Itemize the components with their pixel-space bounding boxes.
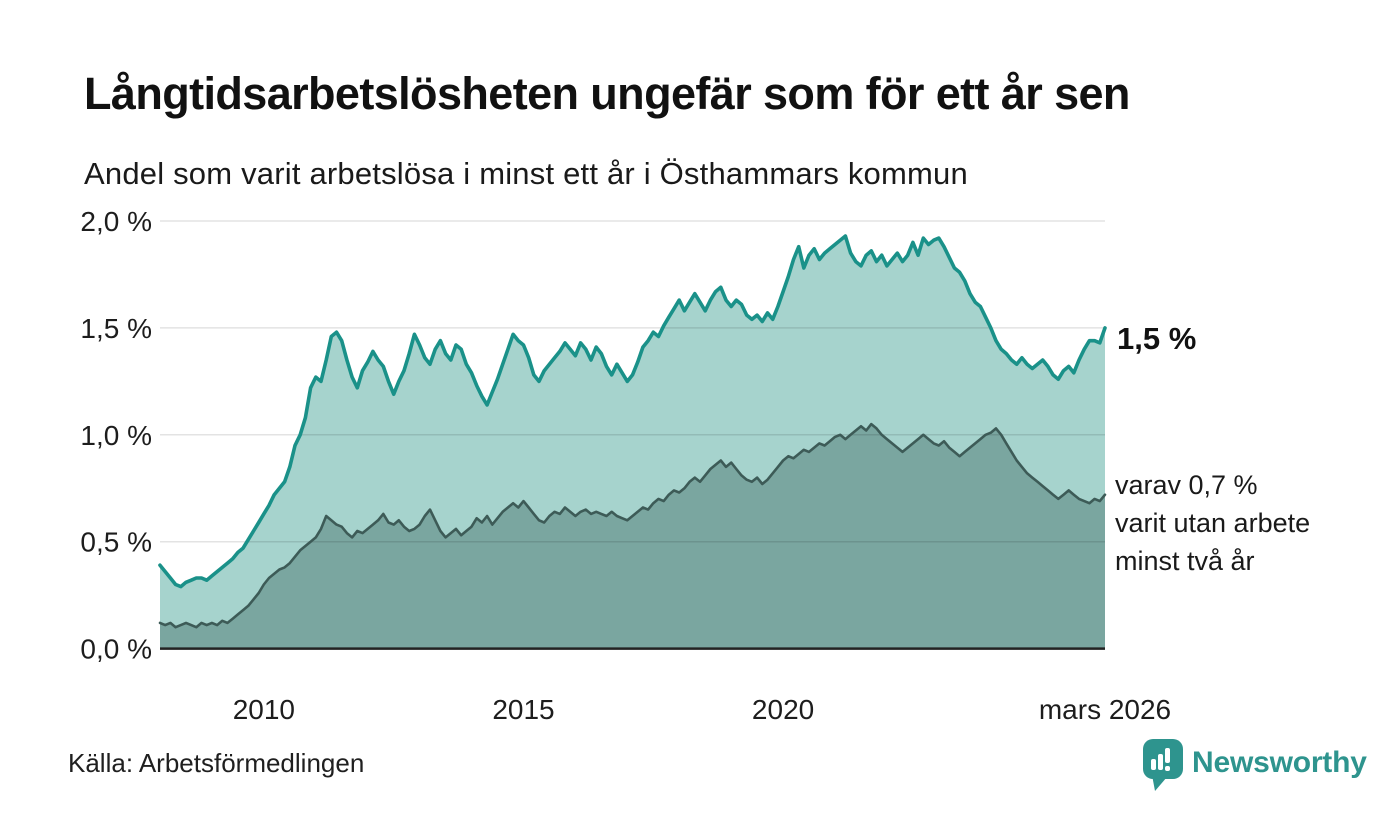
y-tick-label: 0,5 % bbox=[80, 527, 152, 558]
secondary-annotation-line: varav 0,7 % bbox=[1115, 469, 1258, 500]
y-tick-label: 1,5 % bbox=[80, 313, 152, 344]
chart-subtitle: Andel som varit arbetslösa i minst ett å… bbox=[84, 156, 968, 191]
y-tick-label: 1,0 % bbox=[80, 420, 152, 451]
y-tick-label: 2,0 % bbox=[80, 206, 152, 237]
end-value-label: 1,5 % bbox=[1117, 320, 1197, 356]
series-line-1 bbox=[158, 422, 1107, 629]
series-lines bbox=[158, 234, 1107, 629]
source-credit: Källa: Arbetsförmedlingen bbox=[68, 748, 365, 778]
gridlines bbox=[160, 220, 1105, 543]
x-tick-label: 2020 bbox=[752, 694, 814, 725]
x-tick-label: 2010 bbox=[233, 694, 295, 725]
secondary-annotation-line: varit utan arbete bbox=[1115, 507, 1311, 538]
series-line-0 bbox=[158, 234, 1107, 589]
y-axis-labels: 0,0 % 0,5 % 1,0 % 1,5 % 2,0 % bbox=[80, 206, 152, 665]
y-tick-label: 0,0 % bbox=[80, 634, 152, 665]
area-fill-1 bbox=[160, 424, 1105, 649]
area-fills bbox=[160, 236, 1105, 649]
newsworthy-logo-text: Newsworthy bbox=[1192, 746, 1367, 779]
x-tick-label: mars 2026 bbox=[1039, 694, 1171, 725]
secondary-annotation-line: minst två år bbox=[1115, 545, 1255, 576]
chart-title: Långtidsarbetslösheten ungefär som för e… bbox=[84, 68, 1130, 119]
x-tick-label: 2015 bbox=[492, 694, 554, 725]
newsworthy-logo-icon bbox=[1143, 739, 1183, 791]
x-axis-labels: 2010 2015 2020 mars 2026 bbox=[233, 694, 1171, 725]
secondary-annotation: varav 0,7 % varit utan arbete minst två … bbox=[1115, 466, 1310, 580]
